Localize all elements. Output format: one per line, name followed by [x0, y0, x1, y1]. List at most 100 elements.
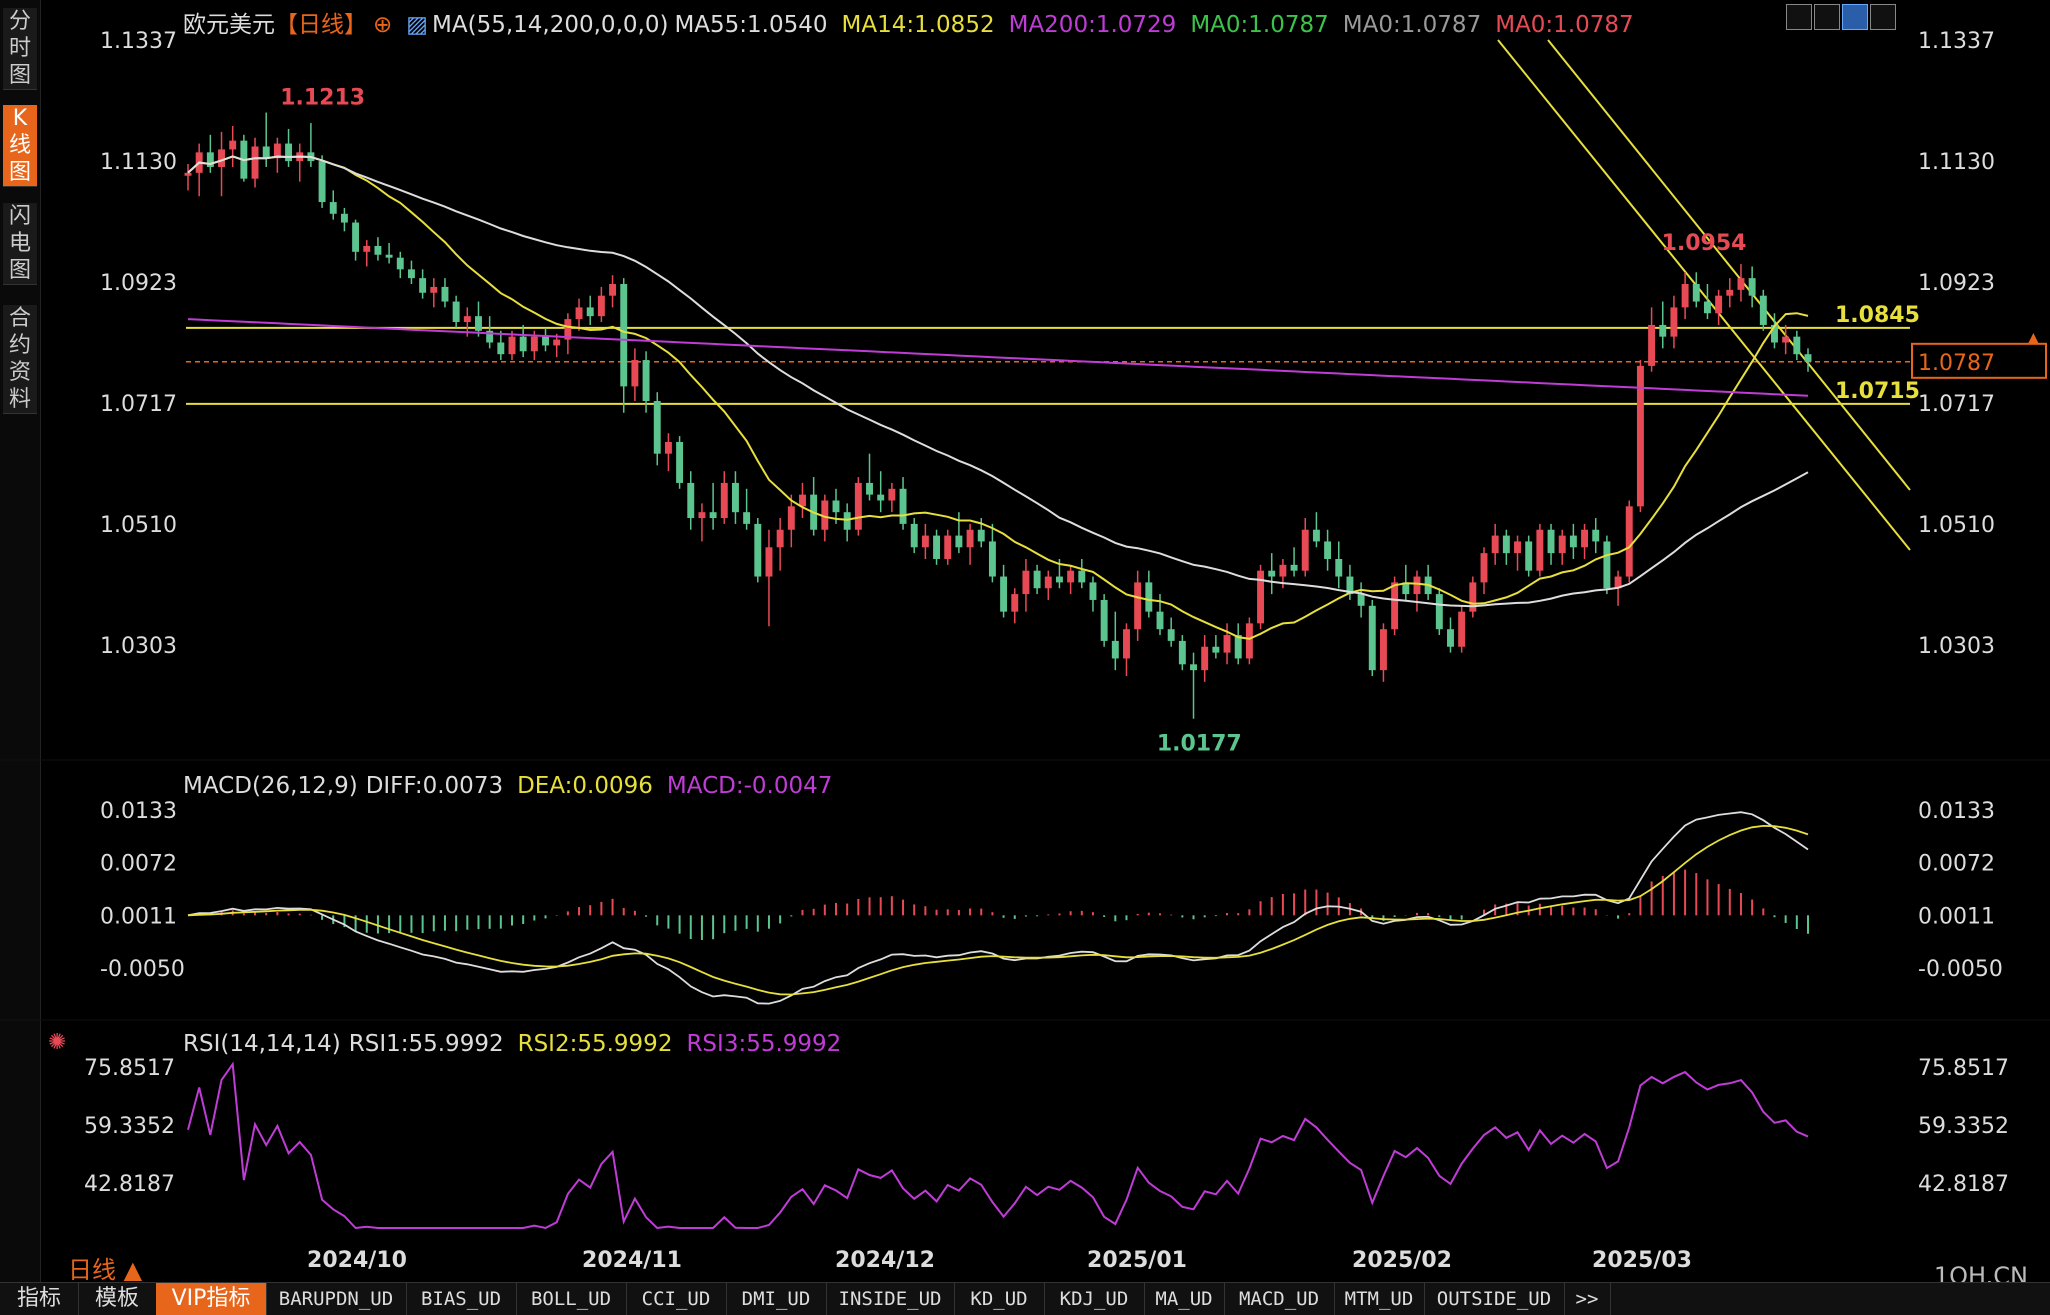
candles: 1.1213 1.0177 1.0954: [184, 86, 1812, 757]
candle-body: [1659, 324, 1667, 337]
candle-body: [206, 152, 214, 167]
macd-dea: DEA:0.0096: [517, 773, 653, 799]
candle-body: [966, 529, 974, 548]
period-selector[interactable]: 日线 ▲: [68, 1256, 143, 1284]
x-axis-label: 2024/10: [307, 1248, 407, 1273]
candle-body: [1435, 594, 1443, 630]
candle-body: [698, 512, 706, 519]
period-tag[interactable]: 【日线】: [275, 12, 367, 38]
candle-body: [1514, 541, 1521, 554]
candle-body: [754, 523, 762, 577]
candle-body: [1022, 570, 1030, 595]
macd-diff: DIFF:0.0073: [365, 773, 504, 799]
crosshair-icon[interactable]: ⊕: [373, 12, 393, 38]
candle-body: [1111, 640, 1119, 659]
indicator-tab-5[interactable]: BOLL_UD: [516, 1283, 627, 1315]
indicator-tab-14[interactable]: OUTSIDE_UD: [1424, 1283, 1565, 1315]
candle-body: [1491, 535, 1499, 554]
candle-body: [407, 269, 415, 279]
indicator-tab-2[interactable]: VIP指标: [156, 1283, 267, 1315]
candle-body: [542, 336, 549, 346]
candle-body: [318, 161, 326, 203]
candle-body: [664, 441, 672, 454]
indicator-tab-8[interactable]: INSIDE_UD: [826, 1283, 955, 1315]
rsi-panel: [187, 1061, 1809, 1230]
candle-body: [776, 529, 784, 548]
ma-indicator-icon[interactable]: ▨: [406, 12, 429, 38]
draw-icon[interactable]: [1842, 4, 1868, 30]
candle-body: [329, 202, 337, 214]
candle-body: [944, 535, 952, 559]
candle-body: [1569, 535, 1577, 548]
indicator-tab-15[interactable]: >>: [1564, 1283, 1611, 1315]
price-tick-left: 1.0510: [100, 513, 177, 538]
candle-body: [1357, 594, 1365, 606]
sidebar-tab-0[interactable]: 分时图: [3, 8, 37, 90]
trend-channel: [1497, 39, 1911, 551]
candle-body: [463, 316, 471, 323]
candle-body: [363, 245, 371, 252]
bars-icon[interactable]: [1814, 4, 1840, 30]
candle-body: [1759, 295, 1767, 325]
indicator-tab-7[interactable]: DMI_UD: [726, 1283, 827, 1315]
chart-grid: [0, 759, 2050, 1021]
export-icon[interactable]: [1870, 4, 1896, 30]
candle-body: [888, 488, 896, 501]
candle-body: [609, 283, 617, 296]
channel-line-lower: [1497, 39, 1911, 551]
candle-body: [352, 222, 360, 252]
indicator-tab-6[interactable]: CCI_UD: [626, 1283, 727, 1315]
candle-body: [1447, 629, 1454, 647]
macd-tick-right: -0.0050: [1918, 957, 2003, 982]
indicator-tab-9[interactable]: KD_UD: [954, 1283, 1045, 1315]
x-axis-label: 2025/02: [1352, 1248, 1452, 1273]
macd-tick-left: -0.0050: [100, 957, 185, 982]
indicator-tab-12[interactable]: MACD_UD: [1224, 1283, 1335, 1315]
symbol-name: 欧元美元: [183, 12, 275, 38]
candle-body: [1067, 570, 1075, 583]
macd-tick-left: 0.0072: [100, 852, 177, 877]
current-price-box: [1911, 342, 2047, 379]
candle-body: [1737, 278, 1745, 290]
sidebar-tab-3[interactable]: 合约资料: [3, 305, 37, 414]
price-tick-left: 1.0923: [100, 271, 177, 296]
candle-body: [854, 482, 862, 530]
candle-body: [385, 254, 393, 258]
rsi3-value: RSI3:55.9992: [686, 1031, 842, 1057]
candle-body: [1793, 336, 1801, 355]
candle-body: [620, 283, 628, 387]
x-axis-label: 2024/11: [582, 1248, 682, 1273]
candle-body: [1190, 664, 1197, 671]
candle-body: [229, 140, 237, 150]
indicator-tab-0[interactable]: 指标: [0, 1283, 79, 1315]
candle-body: [251, 146, 259, 179]
grid-icon[interactable]: [1786, 4, 1812, 30]
indicator-tab-11[interactable]: MA_UD: [1144, 1283, 1225, 1315]
candle-body: [765, 547, 773, 577]
candle-body: [1715, 295, 1723, 314]
candle-body: [1078, 570, 1086, 583]
indicator-tab-13[interactable]: MTM_UD: [1334, 1283, 1425, 1315]
indicator-tab-10[interactable]: KDJ_UD: [1044, 1283, 1145, 1315]
chart-canvas[interactable]: 1.0845 1.0715 1.0787 ▲ 1.1213 1.0177 1.0954 1…: [0, 0, 2050, 1282]
indicator-tab-4[interactable]: BIAS_UD: [406, 1283, 517, 1315]
candle-body: [1413, 576, 1421, 595]
candle-body: [441, 286, 449, 302]
rsi-tick-right: 75.8517: [1918, 1056, 2009, 1081]
indicator-tab-1[interactable]: 模板: [78, 1283, 157, 1315]
candle-body: [1201, 646, 1209, 671]
candle-body: [1681, 283, 1689, 308]
indicator-tab-3[interactable]: BARUPDN_UD: [266, 1283, 407, 1315]
price-tick-right: 1.1130: [1918, 150, 1995, 175]
sidebar-tab-2[interactable]: 闪电图: [3, 203, 37, 285]
candle-body: [1525, 541, 1533, 571]
macd-value: MACD:-0.0047: [666, 773, 833, 799]
ma0-value-green: MA0:1.0787: [1190, 12, 1329, 38]
candle-body: [452, 301, 460, 323]
ma-params: MA(55,14,200,0,0,0): [432, 12, 669, 38]
ma14-line: [187, 155, 1809, 640]
rsi-settings-icon[interactable]: ✺: [48, 1030, 67, 1055]
candle-body: [586, 307, 594, 317]
candle-body: [1480, 553, 1488, 583]
